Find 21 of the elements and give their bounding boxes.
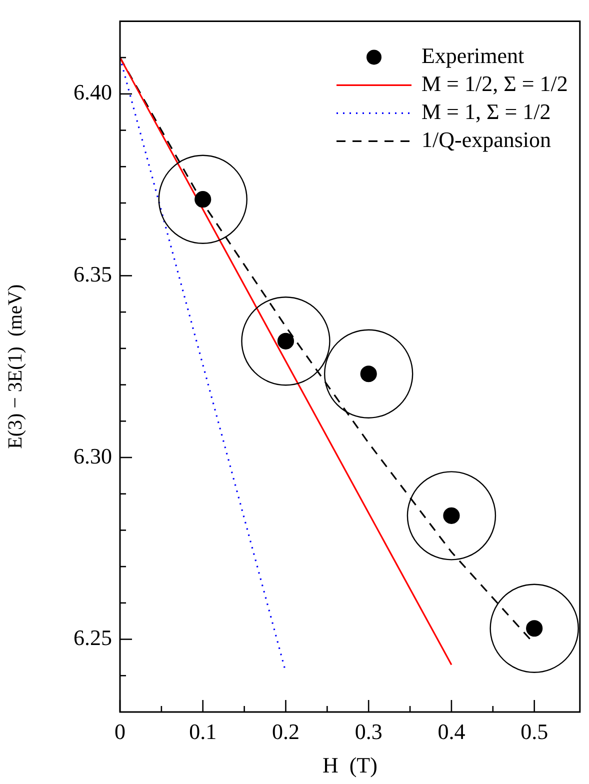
point bbox=[490, 584, 579, 673]
point bbox=[324, 329, 414, 418]
point bbox=[158, 154, 248, 244]
y-tick-label: 6.25 bbox=[74, 625, 112, 650]
y-axis-title: E(3) − 3E(1) (meV) bbox=[4, 284, 26, 449]
x-tick-label: 0.2 bbox=[272, 718, 300, 744]
point bbox=[241, 296, 330, 386]
y-tick-label: 6.35 bbox=[74, 261, 112, 286]
legend-label: M = 1/2, Σ = 1/2 bbox=[421, 70, 568, 96]
x-tick-label: 0 bbox=[114, 718, 126, 744]
x-axis-title: H (T) bbox=[322, 752, 378, 778]
y-tick-label: 6.30 bbox=[74, 443, 112, 468]
x-tick-label: 0.5 bbox=[520, 718, 548, 744]
legend-label: M = 1, Σ = 1/2 bbox=[421, 98, 551, 124]
point bbox=[406, 471, 496, 560]
y-tick-label: 6.40 bbox=[74, 80, 112, 105]
x-tick-label: 0.3 bbox=[354, 718, 382, 744]
x-tick-label: 0.4 bbox=[438, 718, 466, 744]
legend-label: 1/Q-expansion bbox=[421, 126, 552, 152]
legend-label: Experiment bbox=[421, 42, 524, 68]
x-tick-label: 0.1 bbox=[189, 718, 217, 744]
